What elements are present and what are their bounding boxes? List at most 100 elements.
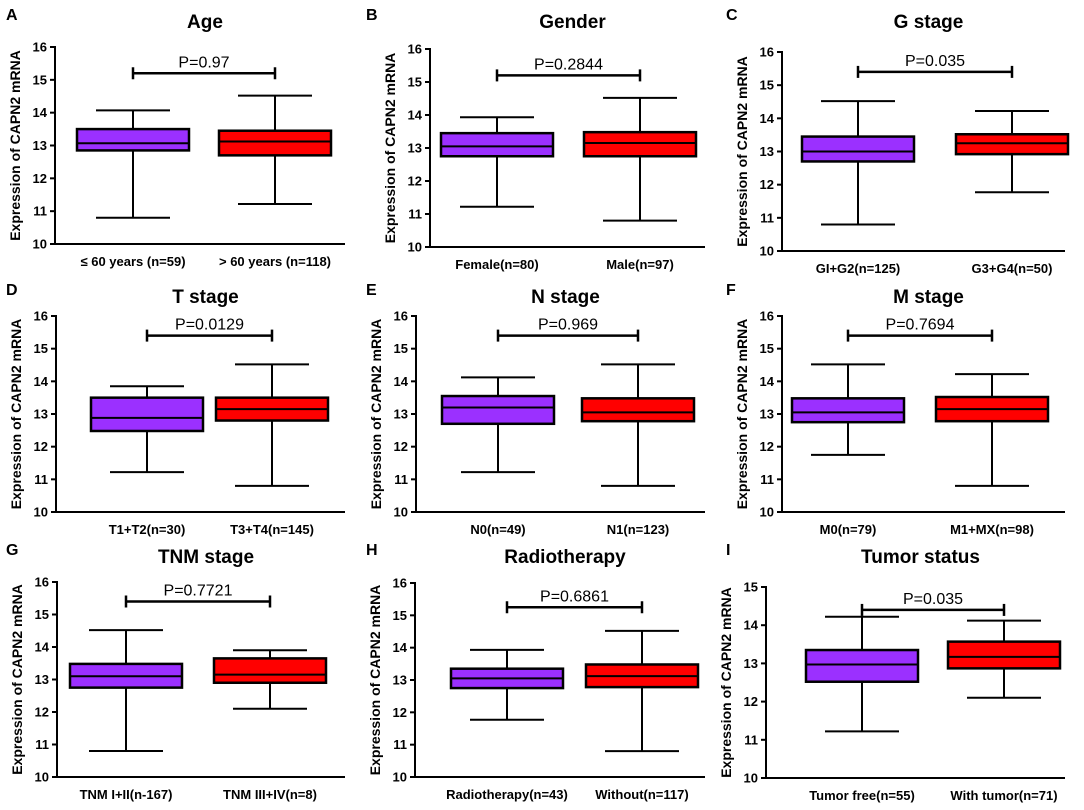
p-value-label: P=0.035 (903, 591, 963, 608)
p-value-label: P=0.035 (905, 53, 965, 70)
chart-title: Tumor status (861, 547, 980, 568)
box-group-1 (439, 131, 555, 158)
y-tick-label: 14 (408, 108, 423, 123)
category-label-2: > 60 years (n=118) (219, 254, 331, 269)
panel-e-chart: E N stage 10 11 12 13 14 15 16 Expression of CAPN… (366, 282, 705, 537)
box-group-2 (580, 397, 696, 423)
chart-title: N stage (531, 287, 600, 308)
panel-a-chart: A Age 10 11 12 13 14 15 16 Expression of CAPN2 mR… (6, 7, 345, 269)
category-label-2: M1+MX(n=98) (950, 522, 1034, 537)
category-label-1: Tumor free(n=55) (809, 788, 915, 803)
y-tick-label: 16 (35, 575, 49, 590)
y-tick-label: 13 (744, 656, 758, 671)
y-axis-label: Expression of CAPN2 mRNA (734, 56, 750, 247)
panel-h: H Radiotherapy 10 11 12 13 14 15 16 Expression of… (360, 535, 720, 810)
y-tick-label: 12 (33, 171, 47, 186)
y-axis-label: Expression of CAPN2 mRNA (734, 319, 750, 510)
panel-f-chart: F M stage 10 11 12 13 14 15 16 Expression of CAPN… (726, 282, 1065, 537)
y-tick-label: 14 (760, 374, 775, 389)
box-group-1 (89, 396, 205, 433)
box-group-2 (212, 657, 328, 684)
panel-g-chart: G TNM stage 10 11 12 13 14 15 16 Expression of CA… (6, 542, 345, 802)
chart-title: Age (187, 12, 223, 33)
p-value-label: P=0.7721 (164, 583, 233, 600)
y-tick-label: 10 (394, 505, 408, 520)
p-value-label: P=0.969 (538, 317, 598, 334)
p-value-label: P=0.2844 (534, 56, 603, 73)
y-tick-label: 10 (744, 771, 758, 786)
panel-d-chart: D T stage 10 11 12 13 14 15 16 Expression of CAPN… (6, 282, 345, 537)
y-tick-label: 15 (35, 607, 49, 622)
y-tick-label: 10 (393, 770, 407, 785)
category-label-1: TNM I+II(n-167) (80, 787, 173, 802)
panel-b-chart: B Gender 10 11 12 13 14 15 16 Expression of CAPN2… (366, 7, 705, 272)
chart-title: Gender (539, 12, 606, 33)
y-axis-label: Expression of CAPN2 mRNA (8, 319, 24, 510)
y-tick-label: 16 (408, 42, 422, 57)
y-axis-label: Expression of CAPN2 mRNA (7, 50, 23, 241)
category-label-2: T3+T4(n=145) (230, 522, 314, 537)
y-tick-label: 13 (34, 407, 48, 422)
y-tick-label: 15 (33, 72, 47, 87)
category-label-2: TNM III+IV(n=8) (223, 787, 317, 802)
y-tick-label: 16 (33, 40, 47, 55)
y-tick-label: 13 (35, 672, 49, 687)
chart-title: TNM stage (158, 547, 254, 568)
y-tick-label: 11 (760, 210, 774, 225)
box-group-1 (790, 397, 906, 424)
y-axis-label: Expression of CAPN2 mRNA (367, 585, 383, 776)
y-tick-label: 14 (760, 111, 775, 126)
y-tick-label: 10 (760, 505, 774, 520)
y-tick-label: 10 (34, 505, 48, 520)
y-tick-label: 14 (744, 618, 759, 633)
panel-c-chart: C G stage 10 11 12 13 14 15 16 Expression of CAPN… (726, 7, 1070, 276)
panel-i: I Tumor status 10 11 12 13 14 15 Expression of C… (718, 535, 1084, 810)
category-label-1: N0(n=49) (470, 522, 525, 537)
chart-title: Radiotherapy (504, 547, 626, 568)
chart-title: G stage (894, 12, 964, 33)
panel-a: A Age 10 11 12 13 14 15 16 Expression of CAPN2 mR… (0, 0, 360, 275)
y-tick-label: 16 (394, 309, 408, 324)
y-tick-label: 13 (760, 144, 774, 159)
panel-d: D T stage 10 11 12 13 14 15 16 Expression of CAPN… (0, 275, 360, 537)
y-tick-label: 15 (760, 78, 774, 93)
y-axis-label: Expression of CAPN2 mRNA (9, 584, 25, 775)
panel-letter: B (366, 7, 378, 24)
y-tick-label: 13 (33, 138, 47, 153)
category-label-2: With tumor(n=71) (950, 788, 1057, 803)
category-label-2: Male(n=97) (606, 257, 674, 272)
panel-i-chart: I Tumor status 10 11 12 13 14 15 Expression of C… (718, 542, 1065, 803)
y-tick-label: 15 (744, 580, 758, 595)
p-value-label: P=0.7694 (886, 317, 955, 334)
category-label-1: ≤ 60 years (n=59) (80, 254, 185, 269)
y-tick-label: 12 (760, 439, 774, 454)
y-tick-label: 11 (760, 472, 774, 487)
category-label-1: T1+T2(n=30) (109, 522, 186, 537)
y-tick-label: 16 (760, 45, 774, 60)
y-tick-label: 13 (393, 673, 407, 688)
y-tick-label: 11 (408, 207, 422, 222)
y-tick-label: 11 (744, 732, 758, 747)
y-tick-label: 11 (394, 472, 408, 487)
y-tick-label: 11 (34, 472, 48, 487)
y-tick-label: 14 (34, 374, 49, 389)
y-tick-label: 10 (33, 237, 47, 252)
y-axis-label: Expression of CAPN2 mRNA (368, 319, 384, 510)
p-value-label: P=0.0129 (175, 317, 244, 334)
y-axis-label: Expression of CAPN2 mRNA (382, 53, 398, 244)
y-tick-label: 12 (35, 705, 49, 720)
category-label-2: Without(n=117) (595, 787, 688, 802)
p-value-label: P=0.6861 (540, 588, 609, 605)
category-label-1: GI+G2(n=125) (816, 261, 901, 276)
y-tick-label: 15 (393, 608, 407, 623)
y-tick-label: 11 (33, 204, 47, 219)
y-tick-label: 10 (35, 770, 49, 785)
category-label-1: Female(n=80) (455, 257, 538, 272)
y-tick-label: 14 (394, 374, 409, 389)
y-tick-label: 10 (760, 244, 774, 259)
chart-title: M stage (893, 287, 964, 308)
box-group-2 (946, 640, 1062, 670)
y-tick-label: 12 (760, 177, 774, 192)
panel-letter: C (726, 7, 738, 24)
